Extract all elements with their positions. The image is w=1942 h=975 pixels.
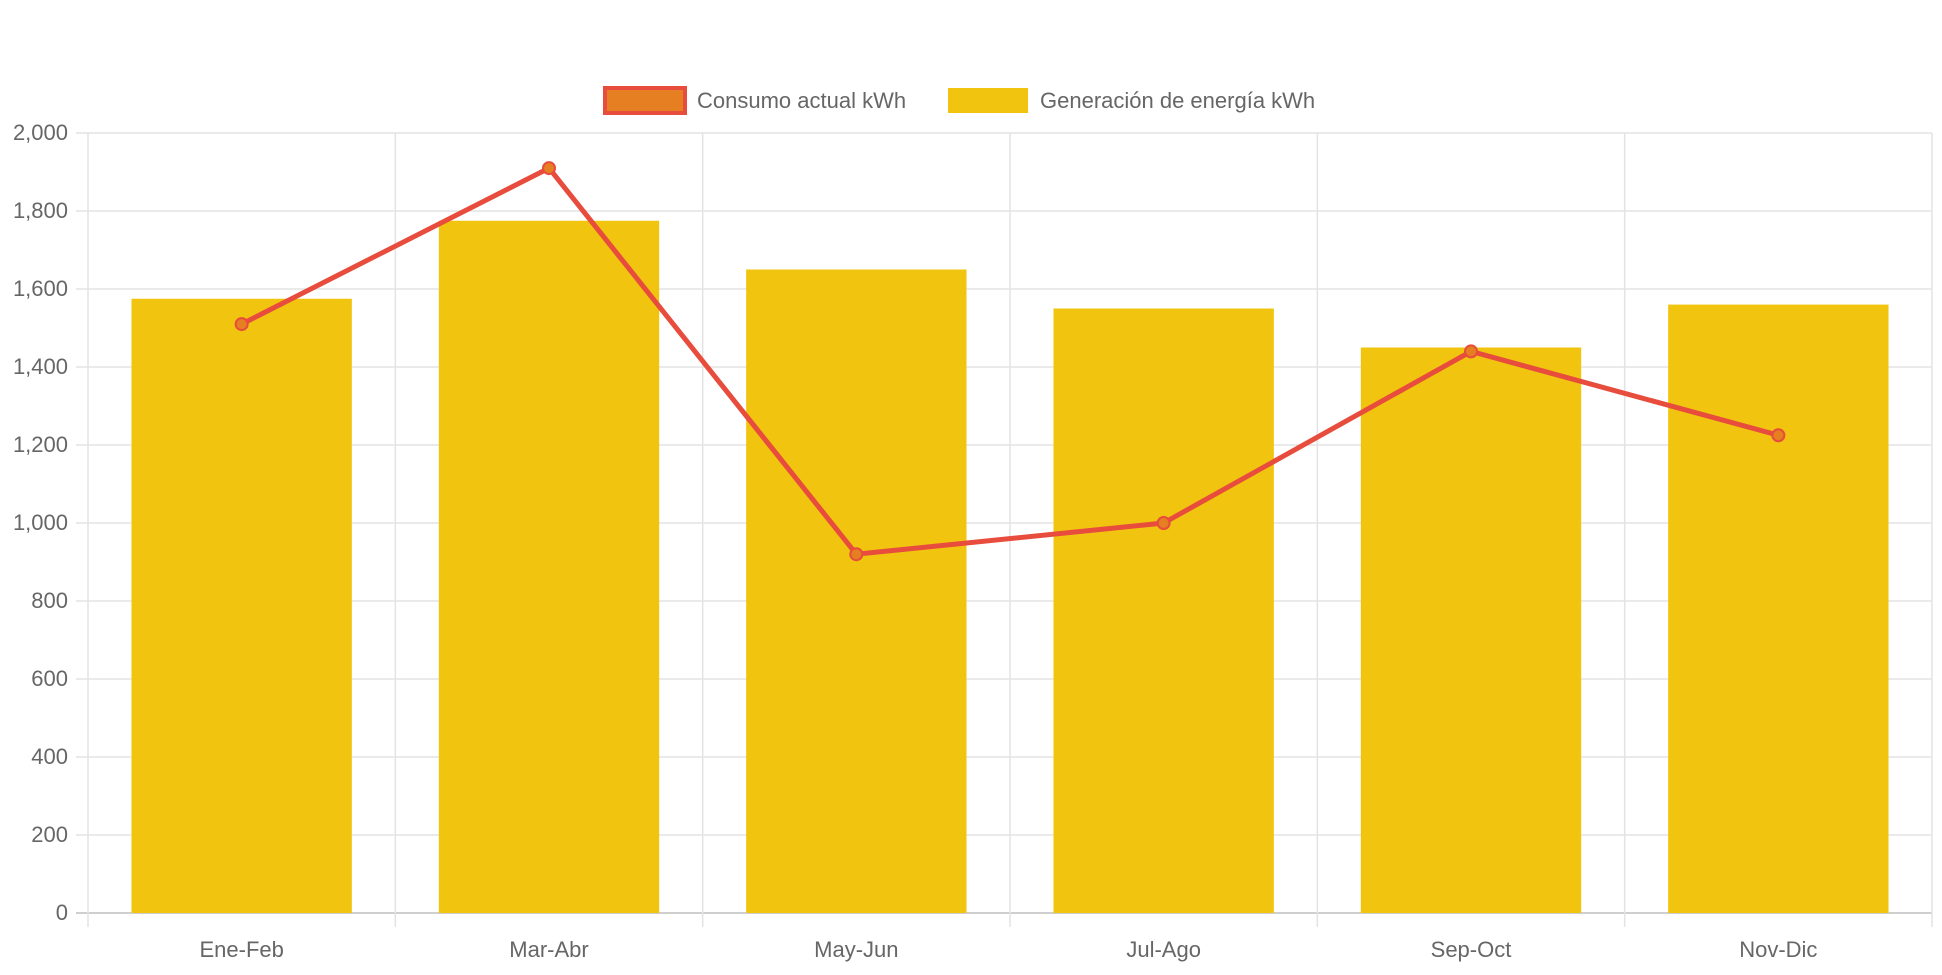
bar-mar-abr (438, 220, 660, 913)
y-tick-label: 1,000 (13, 510, 68, 535)
y-tick-label: 2,000 (13, 120, 68, 145)
point-may-jun (849, 547, 864, 562)
y-tick-label: 1,200 (13, 432, 68, 457)
legend-label-generacion[interactable]: Generación de energía kWh (1040, 88, 1315, 113)
y-tick-label: 400 (31, 744, 68, 769)
point-sep-oct (1464, 344, 1478, 359)
bar-sep-oct (1360, 347, 1582, 913)
bar-ene-feb (131, 298, 352, 913)
legend[interactable]: Consumo actual kWh Generación de energía… (603, 86, 1315, 115)
bars (131, 220, 1889, 914)
point-jul-ago (1156, 516, 1171, 530)
y-tick-label: 800 (31, 588, 68, 613)
grid (76, 132, 1933, 927)
x-tick-label: Ene-Feb (199, 937, 283, 962)
y-tick-label: 0 (56, 900, 68, 925)
y-tick-label: 1,800 (13, 198, 68, 223)
point-ene-feb (234, 317, 249, 332)
x-tick-label: Nov-Dic (1739, 937, 1817, 962)
x-tick-label: Sep-Oct (1431, 937, 1512, 962)
bar-nov-dic (1668, 304, 1889, 914)
point-nov-dic (1771, 428, 1786, 443)
y-tick-label: 200 (31, 822, 68, 847)
y-tick-label: 600 (31, 666, 68, 691)
x-tick-label: Mar-Abr (509, 937, 588, 962)
point-mar-abr (542, 161, 556, 176)
x-tick-label: May-Jun (814, 937, 898, 962)
y-axis: 0 200 400 600 800 1,000 1,200 1,400 1,600 1,800 2,… (13, 120, 68, 925)
legend-label-consumo[interactable]: Consumo actual kWh (697, 88, 906, 113)
y-tick-label: 1,400 (13, 354, 68, 379)
x-tick-label: Jul-Ago (1126, 937, 1201, 962)
legend-swatch-generacion[interactable] (948, 88, 1028, 113)
legend-swatch-consumo[interactable] (603, 86, 687, 115)
y-tick-label: 1,600 (13, 276, 68, 301)
consumo-line (240, 165, 1779, 557)
bar-may-jun (746, 269, 967, 913)
bar-jul-ago (1053, 308, 1274, 913)
x-axis: Ene-Feb Mar-Abr May-Jun Jul-Ago Sep-Oct Nov-D… (199, 937, 1817, 962)
line-series (234, 161, 1786, 562)
